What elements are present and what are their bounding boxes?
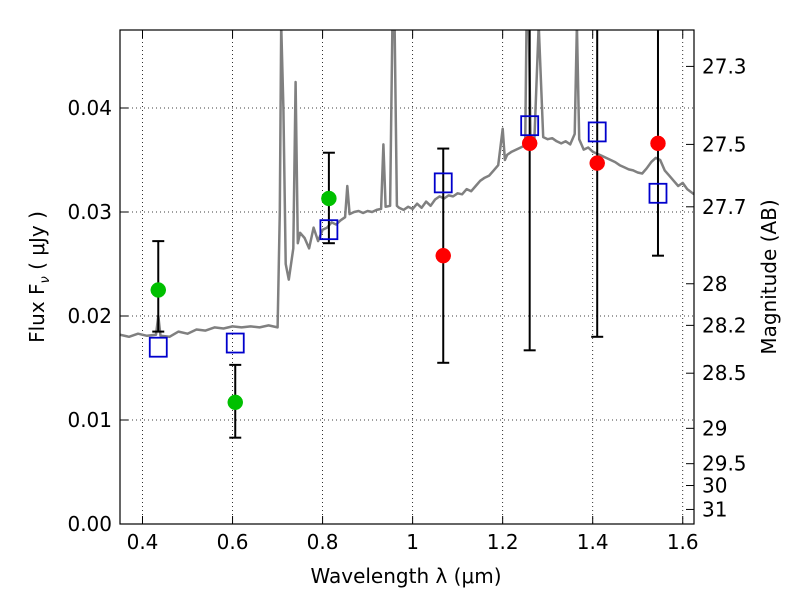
y-axis-label: Flux Fν ( μJy ) [25,211,53,343]
plot-frame [119,29,695,525]
y-axis-label-unit: ( μJy ) [25,211,49,276]
magnitude-tick-label: 27.5 [702,132,747,156]
y-tick-label: 0.01 [67,408,112,432]
x-tick-label: 1.6 [667,530,699,554]
y-axis-label-sub: ν [38,276,53,283]
magnitude-tick-label: 29.5 [702,452,747,476]
x-tick-label: 0.4 [127,530,159,554]
x-axis-label: Wavelength λ (μm) [310,564,501,588]
magnitude-axis-label: Magnitude (AB) [757,199,781,354]
data-point-circle [521,135,538,152]
data-point-square [587,121,607,143]
data-point-circle [227,394,244,411]
x-tick-label: 0.6 [217,530,249,554]
x-tick-label: 1.2 [487,530,519,554]
data-point-circle [650,135,666,152]
data-point-circle [150,282,167,298]
magnitude-tick-label: 28.5 [702,361,747,385]
y-axis-ticks: 0.00 0.01 0.02 0.03 0.04 [67,96,128,536]
data-point-square [319,219,339,241]
magnitude-tick-label: 30 [702,474,727,498]
data-point-square [433,172,453,194]
y-tick-label: 0.03 [67,200,112,224]
y-tick-label: 0.02 [67,304,112,328]
x-axis-ticks: 0.4 0.6 0.8 1 1.2 1.4 1.6 [127,30,699,554]
y-tick-label: 0.00 [67,512,112,536]
data-point-square [520,115,540,137]
y-tick-label: 0.04 [67,96,112,120]
data-point-circle [321,190,337,207]
data-point-circle [589,155,605,171]
magnitude-tick-label: 27.3 [702,54,747,78]
data-points [148,115,668,411]
x-tick-label: 0.8 [307,530,339,554]
x-tick-label: 1 [406,530,419,554]
magnitude-tick-label: 31 [702,497,727,521]
sed-curve-group [120,30,694,339]
data-point-square [225,332,245,354]
magnitude-tick-label: 28.2 [702,313,747,337]
y-axis-label-main: Flux F [25,283,49,342]
x-tick-label: 1.4 [577,530,609,554]
magnitude-tick-label: 27.7 [702,195,747,219]
magnitude-tick-label: 28 [702,272,727,296]
data-point-square [648,182,668,204]
sed-curve [120,30,694,339]
data-point-circle [435,247,451,264]
data-point-square [148,336,168,358]
magnitude-tick-label: 29 [702,416,727,440]
